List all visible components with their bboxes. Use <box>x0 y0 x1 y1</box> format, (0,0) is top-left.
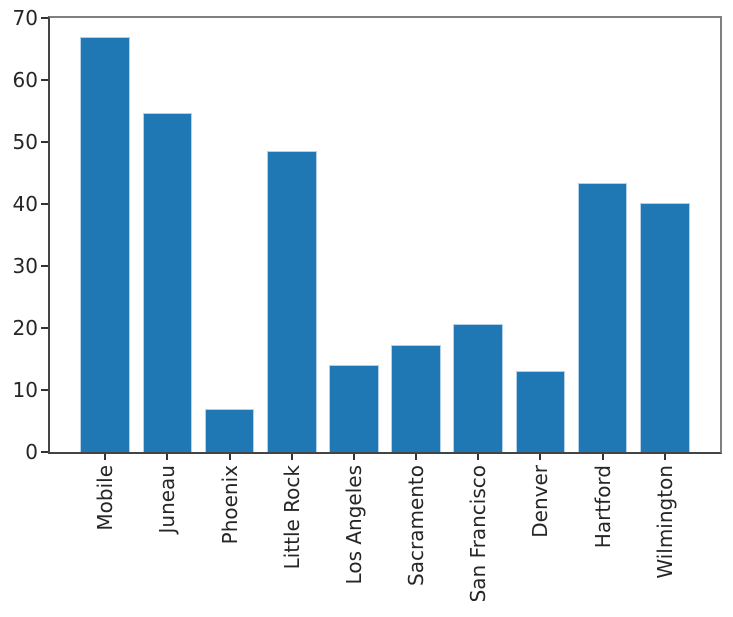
x-tick-mark <box>663 454 666 460</box>
x-tick-mark <box>477 454 480 460</box>
x-tick-mark <box>228 454 231 460</box>
y-tick-label: 20 <box>12 316 38 340</box>
bar <box>329 365 379 452</box>
y-tick-label: 30 <box>12 254 38 278</box>
x-tick-mark <box>104 454 107 460</box>
y-tick-mark <box>41 17 48 19</box>
y-tick-label: 10 <box>12 378 38 402</box>
x-tick-mark <box>352 454 355 460</box>
y-tick-label: 60 <box>12 68 38 92</box>
y-tick-label: 50 <box>12 130 38 154</box>
y-tick-mark <box>41 389 48 391</box>
x-tick-label-text: Little Rock <box>279 465 304 570</box>
y-tick-label: 70 <box>12 6 38 30</box>
bar <box>204 408 255 452</box>
x-tick-label-text: San Francisco <box>466 465 491 603</box>
bar <box>266 151 317 452</box>
y-tick-label: 40 <box>12 192 38 216</box>
y-tick-mark <box>41 327 48 329</box>
x-tick-label-text: Denver <box>528 465 553 538</box>
y-tick-mark <box>41 141 48 143</box>
y-tick-mark <box>41 79 48 81</box>
x-tick-label-text: Hartford <box>590 465 615 549</box>
x-tick-label-text: Phoenix <box>217 465 242 545</box>
bar <box>453 323 504 452</box>
bar <box>142 112 193 452</box>
x-tick-label-text: Los Angeles <box>341 465 366 585</box>
y-tick-label: 0 <box>25 440 38 464</box>
bar <box>515 371 566 452</box>
y-tick-mark <box>41 451 48 453</box>
y-tick-mark <box>41 203 48 205</box>
bar <box>577 182 628 452</box>
x-tick-label-text: Juneau <box>155 465 180 534</box>
x-tick-mark <box>539 454 542 460</box>
bar <box>639 202 690 452</box>
x-tick-mark <box>290 454 293 460</box>
x-tick-mark <box>601 454 604 460</box>
bar <box>391 345 441 452</box>
x-tick-label-text: Wilmington <box>652 465 677 579</box>
x-tick-mark <box>415 454 418 460</box>
x-tick-mark <box>166 454 169 460</box>
bar <box>80 36 131 452</box>
plot-area <box>48 16 722 454</box>
x-tick-label-text: Sacramento <box>404 465 429 586</box>
x-tick-label-text: Mobile <box>93 465 118 531</box>
y-tick-mark <box>41 265 48 267</box>
